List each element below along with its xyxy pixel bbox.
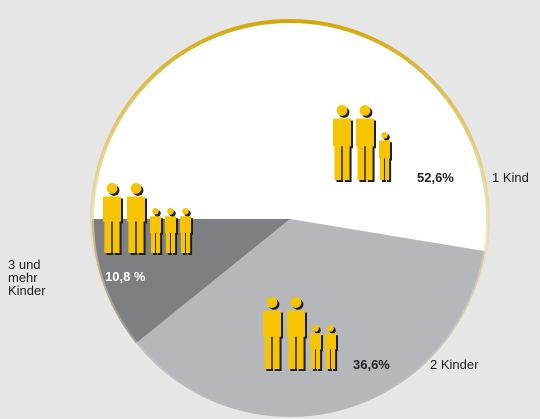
person-body — [180, 216, 191, 253]
person-icon — [127, 183, 147, 255]
person-head — [130, 183, 142, 194]
category-label: 3 und mehr Kinder — [8, 257, 46, 298]
person-head — [106, 183, 118, 194]
value-label: 36,6% — [353, 357, 390, 372]
person-head — [152, 208, 159, 215]
category-label: 1 Kind — [492, 170, 529, 185]
person-icon — [180, 208, 193, 255]
person-body — [379, 140, 390, 180]
person-head — [336, 105, 348, 116]
person-icon — [356, 105, 376, 182]
person-body — [325, 333, 336, 369]
person-head — [381, 132, 388, 139]
person-body — [103, 196, 121, 253]
person-body — [333, 118, 351, 180]
person-body — [263, 310, 281, 369]
person-icon — [263, 297, 283, 371]
person-head — [359, 105, 371, 116]
person-icon — [310, 325, 323, 371]
person-icon — [325, 325, 338, 371]
person-body — [310, 333, 321, 369]
pie-slice — [92, 21, 488, 252]
person-icon — [333, 105, 353, 182]
pie-rim — [90, 19, 490, 419]
person-body — [356, 118, 374, 180]
person-body — [150, 216, 161, 253]
person-head — [312, 325, 319, 332]
person-icon — [287, 297, 307, 371]
person-head — [182, 208, 189, 215]
person-icon — [165, 208, 178, 255]
person-head — [290, 297, 302, 308]
person-head — [167, 208, 174, 215]
person-body — [287, 310, 305, 369]
value-label: 10,8 % — [105, 269, 146, 284]
person-head — [327, 325, 334, 332]
value-label: 52,6% — [417, 170, 454, 185]
person-head — [266, 297, 278, 308]
person-body — [127, 196, 145, 253]
category-label: 2 Kinder — [430, 357, 479, 372]
person-icon — [150, 208, 163, 255]
person-icon — [103, 183, 123, 255]
pie-slice — [135, 219, 486, 418]
person-body — [165, 216, 176, 253]
person-icon — [379, 132, 392, 182]
